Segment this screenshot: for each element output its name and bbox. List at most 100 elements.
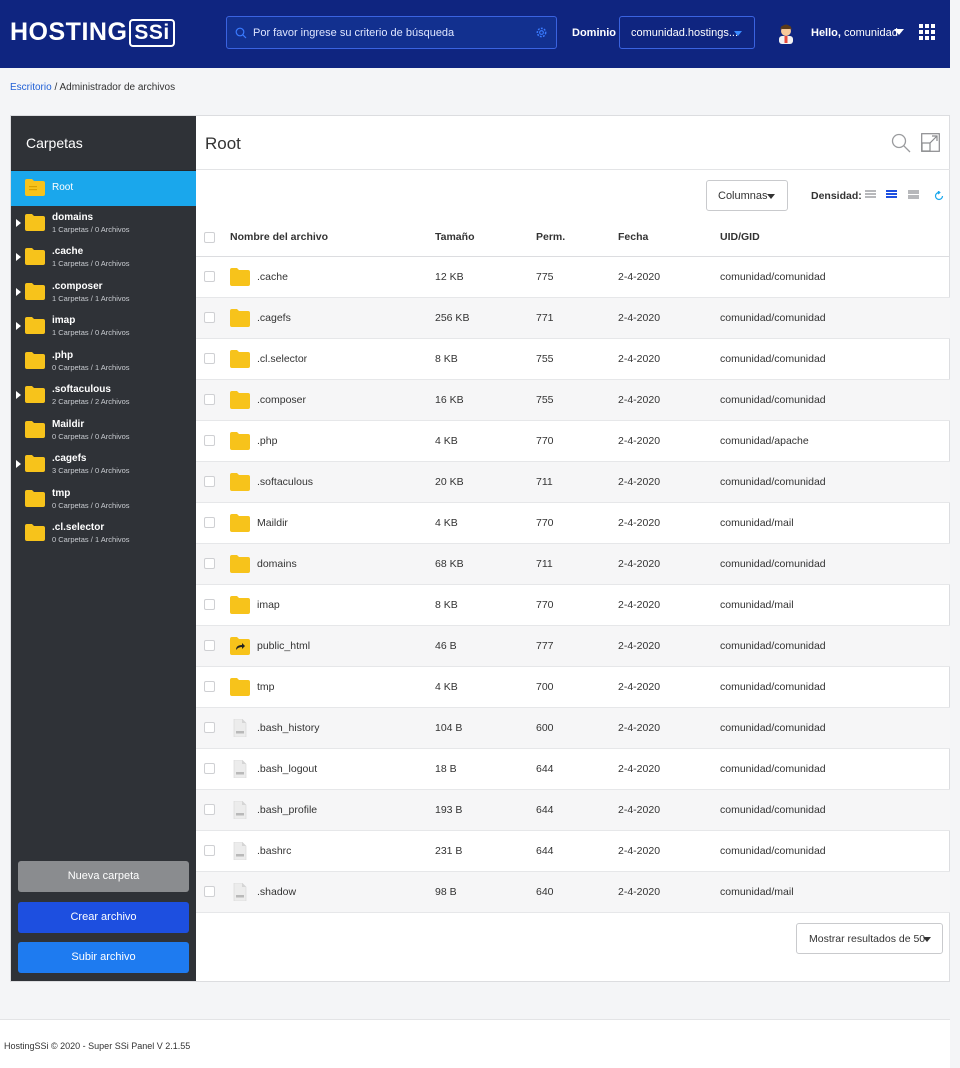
file-name-cell[interactable]: .cl.selector (230, 349, 435, 368)
table-row[interactable]: .cache 12 KB 775 2-4-2020 comunidad/comunida… (196, 256, 950, 297)
row-checkbox[interactable] (204, 476, 215, 488)
grid-icon[interactable] (919, 24, 935, 40)
row-checkbox[interactable] (204, 763, 215, 775)
file-size: 231 B (435, 844, 463, 857)
file-size: 12 KB (435, 270, 464, 283)
file-name-cell[interactable]: .shadow (230, 882, 435, 901)
file-name-cell[interactable]: tmp (230, 677, 435, 696)
breadcrumb-home-link[interactable]: Escritorio (10, 82, 52, 93)
file-name-cell[interactable]: .composer (230, 390, 435, 409)
sidebar-item-folder[interactable]: .cache 1 Carpetas / 0 Archivos (11, 240, 196, 275)
sidebar-item-folder[interactable]: .softaculous 2 Carpetas / 2 Archivos (11, 378, 196, 413)
brand-logo[interactable]: HOSTING SSi (10, 18, 175, 47)
row-checkbox[interactable] (204, 681, 215, 693)
create-file-button[interactable]: Crear archivo (18, 902, 189, 933)
row-checkbox[interactable] (204, 640, 215, 652)
density-comfortable-icon[interactable] (908, 190, 919, 201)
file-name-cell[interactable]: domains (230, 554, 435, 573)
row-checkbox[interactable] (204, 271, 215, 283)
refresh-icon[interactable] (934, 191, 944, 201)
row-checkbox[interactable] (204, 599, 215, 611)
row-checkbox[interactable] (204, 804, 215, 816)
chevron-right-icon[interactable] (16, 218, 21, 227)
density-compact-icon[interactable] (865, 190, 876, 201)
file-table: Nombre del archivo Tamaño Perm. Fecha UI… (196, 219, 950, 913)
table-row[interactable]: .bashrc 231 B 644 2-4-2020 comunidad/comunid… (196, 830, 950, 871)
table-row[interactable]: .bash_history 104 B 600 2-4-2020 comunidad/c… (196, 707, 950, 748)
upload-file-button[interactable]: Subir archivo (18, 942, 189, 973)
file-name-cell[interactable]: .bash_profile (230, 800, 435, 819)
row-checkbox[interactable] (204, 394, 215, 406)
domain-select[interactable]: comunidad.hostings... (619, 16, 755, 49)
columns-dropdown[interactable]: Columnas (706, 180, 788, 211)
sidebar-item-folder[interactable]: .cl.selector 0 Carpetas / 1 Archivos (11, 516, 196, 551)
results-per-page-dropdown[interactable]: Mostrar resultados de 50 (796, 923, 943, 954)
sidebar-item-folder[interactable]: .cagefs 3 Carpetas / 0 Archivos (11, 447, 196, 482)
file-name-cell[interactable]: .softaculous (230, 472, 435, 491)
chevron-down-icon[interactable] (894, 29, 904, 35)
sidebar-item-root[interactable]: Root (11, 171, 196, 206)
header-perm[interactable]: Perm. (536, 219, 618, 257)
search-input[interactable] (253, 26, 535, 39)
chevron-right-icon[interactable] (16, 287, 21, 296)
header-name[interactable]: Nombre del archivo (230, 219, 435, 257)
table-row[interactable]: public_html 46 B 777 2-4-2020 comunidad/comu… (196, 625, 950, 666)
table-row[interactable]: .shadow 98 B 640 2-4-2020 comunidad/mail (196, 871, 950, 912)
table-row[interactable]: .php 4 KB 770 2-4-2020 comunidad/apache (196, 420, 950, 461)
header-size[interactable]: Tamaño (435, 219, 536, 257)
search-icon[interactable] (891, 133, 911, 153)
file-name-cell[interactable]: Maildir (230, 513, 435, 532)
file-name-cell[interactable]: .php (230, 431, 435, 450)
sidebar-item-folder[interactable]: Maildir 0 Carpetas / 0 Archivos (11, 413, 196, 448)
expand-icon[interactable] (921, 133, 940, 152)
row-checkbox[interactable] (204, 886, 215, 898)
table-row[interactable]: Maildir 4 KB 770 2-4-2020 comunidad/mail (196, 502, 950, 543)
row-checkbox[interactable] (204, 845, 215, 857)
global-search[interactable] (226, 16, 557, 49)
file-name: .php (257, 434, 278, 447)
table-row[interactable]: imap 8 KB 770 2-4-2020 comunidad/mail (196, 584, 950, 625)
sidebar-item-count: 0 Carpetas / 0 Archivos (52, 500, 130, 510)
select-all-checkbox[interactable] (204, 231, 215, 243)
sidebar-item-folder[interactable]: domains 1 Carpetas / 0 Archivos (11, 206, 196, 241)
new-folder-button[interactable]: Nueva carpeta (18, 861, 189, 892)
table-row[interactable]: .cagefs 256 KB 771 2-4-2020 comunidad/comuni… (196, 297, 950, 338)
table-row[interactable]: .cl.selector 8 KB 755 2-4-2020 comunidad/com… (196, 338, 950, 379)
table-row[interactable]: .bash_profile 193 B 644 2-4-2020 comunidad/c… (196, 789, 950, 830)
table-row[interactable]: .composer 16 KB 755 2-4-2020 comunidad/comun… (196, 379, 950, 420)
file-name-cell[interactable]: .cache (230, 267, 435, 286)
file-name-cell[interactable]: public_html (230, 636, 435, 655)
folder-icon (230, 677, 250, 696)
chevron-right-icon[interactable] (16, 460, 21, 468)
sidebar-item-folder[interactable]: .composer 1 Carpetas / 1 Archivos (11, 275, 196, 310)
row-checkbox[interactable] (204, 435, 215, 447)
header-uid[interactable]: UID/GID (720, 219, 950, 257)
gear-icon[interactable] (535, 26, 548, 39)
header-date[interactable]: Fecha (618, 219, 720, 257)
row-checkbox[interactable] (204, 312, 215, 324)
sidebar-item-folder[interactable]: imap 1 Carpetas / 0 Archivos (11, 309, 196, 344)
file-name: .bash_profile (257, 803, 318, 816)
sidebar-item-folder[interactable]: .php 0 Carpetas / 1 Archivos (11, 344, 196, 379)
file-name-cell[interactable]: .bash_logout (230, 759, 435, 778)
chevron-right-icon[interactable] (16, 322, 21, 330)
chevron-right-icon[interactable] (16, 253, 21, 261)
table-row[interactable]: domains 68 KB 711 2-4-2020 comunidad/comunid… (196, 543, 950, 584)
file-icon (233, 759, 247, 778)
file-name-cell[interactable]: .bashrc (230, 841, 435, 860)
row-checkbox[interactable] (204, 558, 215, 570)
sidebar-item-folder[interactable]: tmp 0 Carpetas / 0 Archivos (11, 482, 196, 517)
row-checkbox[interactable] (204, 517, 215, 529)
chevron-right-icon[interactable] (16, 391, 21, 399)
file-name-cell[interactable]: .cagefs (230, 308, 435, 327)
density-standard-icon[interactable] (886, 190, 897, 201)
row-checkbox[interactable] (204, 353, 215, 365)
table-row[interactable]: .bash_logout 18 B 644 2-4-2020 comunidad/com… (196, 748, 950, 789)
table-row[interactable]: tmp 4 KB 700 2-4-2020 comunidad/comunidad (196, 666, 950, 707)
user-greeting[interactable]: Hello, comunidad (811, 27, 898, 39)
file-name-cell[interactable]: imap (230, 595, 435, 614)
file-name-cell[interactable]: .bash_history (230, 718, 435, 737)
table-row[interactable]: .softaculous 20 KB 711 2-4-2020 comunidad/co… (196, 461, 950, 502)
row-checkbox[interactable] (204, 722, 215, 734)
avatar[interactable] (776, 22, 796, 44)
